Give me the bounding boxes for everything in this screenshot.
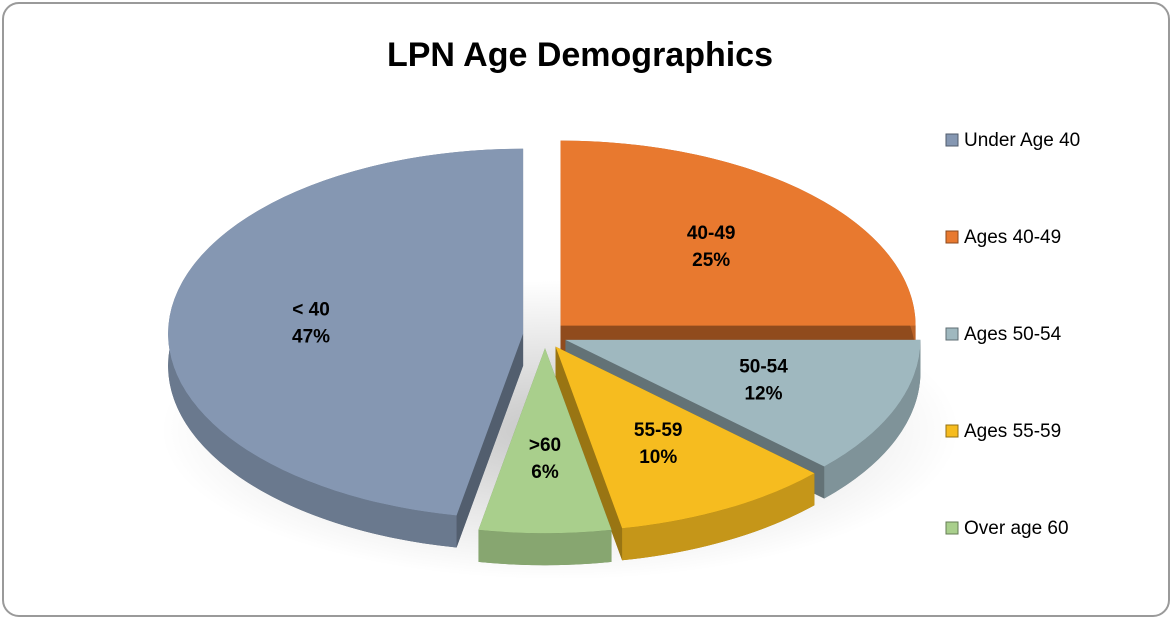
slice-edge [824,339,921,499]
value-label: 10% [639,447,677,468]
legend-label: Under Age 40 [964,130,1080,151]
slice [560,140,916,326]
chart-title: LPN Age Demographics [387,36,773,74]
legend-label: Over age 60 [964,518,1069,539]
legend-marker [945,133,959,147]
legend-label: Ages 50-54 [964,324,1062,345]
value-label: 25% [692,250,730,271]
legend: Under Age 40 Ages 40-49 Ages 50-54 Ages 55-… [945,130,1080,539]
slice-side [456,333,524,548]
slice-label: 40-49 [687,223,736,244]
slice-label: < 40 [292,299,330,320]
legend-marker [945,424,959,438]
legend-marker [945,327,959,341]
value-label: 12% [744,384,782,405]
value-label: 47% [292,326,330,347]
slice-side [555,346,623,561]
slice-label: 50-54 [739,357,788,378]
legend-marker [945,521,959,535]
slice [168,148,524,516]
slice [565,339,921,467]
pie: < 40 47% 40-49 25% 50-54 12% 55-59 10% >60 6% [168,140,921,566]
legend-label: Ages 55-59 [964,421,1061,442]
legend-label: Ages 40-49 [964,227,1061,248]
slice-label: >60 [529,435,561,456]
legend-marker [945,230,959,244]
slice-edge [622,473,815,561]
value-label: 6% [531,462,559,483]
slice [478,348,612,534]
slice-edge [478,529,612,566]
slice-label: 55-59 [634,420,683,441]
slice [555,346,815,529]
